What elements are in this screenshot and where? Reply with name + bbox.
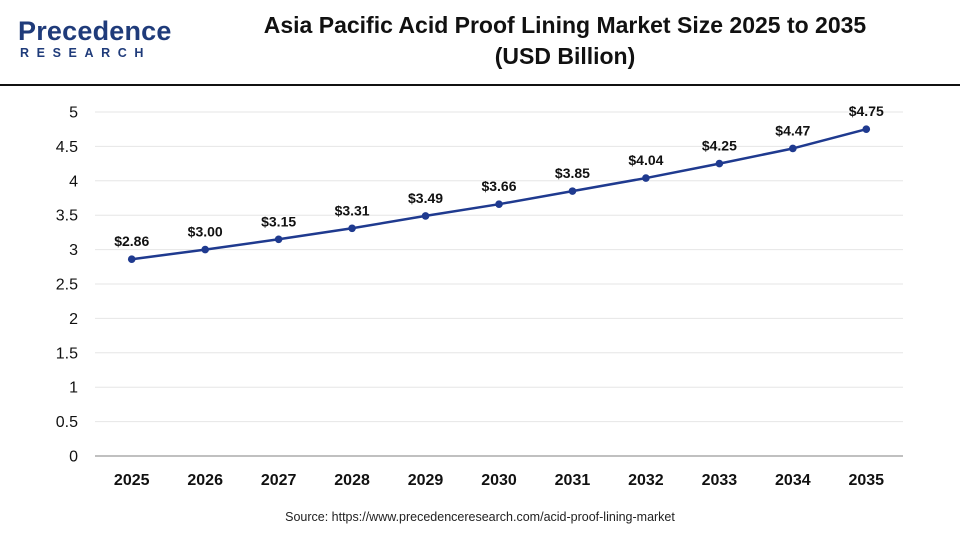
data-label: $3.15 (261, 213, 296, 229)
y-tick-label: 0 (69, 449, 78, 466)
y-tick-label: 3 (69, 242, 78, 259)
data-label: $3.00 (188, 224, 223, 240)
x-tick-label: 2027 (261, 472, 297, 489)
data-point (127, 255, 136, 264)
x-tick-label: 2026 (187, 472, 223, 489)
data-point (201, 245, 209, 254)
logo-subtitle: RESEARCH (20, 46, 151, 60)
y-tick-label: 1 (69, 380, 78, 397)
chart-title-line1: Asia Pacific Acid Proof Lining Market Si… (263, 12, 867, 38)
y-tick-label: 2.5 (56, 277, 78, 294)
data-point (348, 224, 356, 233)
chart-title: Asia Pacific Acid Proof Lining Market Si… (215, 10, 915, 72)
series-line (131, 127, 867, 261)
header-divider (0, 84, 960, 86)
data-point (789, 144, 797, 153)
x-tick-label: 2031 (555, 472, 591, 489)
y-tick-label: 4.5 (56, 139, 78, 156)
source-note: Source: https://www.precedenceresearch.c… (285, 510, 675, 524)
y-tick-label: 4 (69, 173, 78, 190)
data-label: $4.25 (702, 138, 737, 154)
x-tick-label: 2028 (334, 472, 370, 489)
y-tick-label: 1.5 (56, 345, 78, 362)
data-label: $3.31 (335, 202, 370, 218)
y-tick-label: 5 (69, 105, 78, 122)
x-tick-label: 2035 (848, 472, 884, 489)
header: Precedence RESEARCH Asia Pacific Acid Pr… (0, 0, 960, 84)
data-label: $4.75 (849, 103, 884, 119)
x-tick-label: 2032 (628, 472, 664, 489)
data-label: $4.47 (775, 122, 810, 138)
data-point (421, 212, 430, 220)
data-label: $4.04 (628, 152, 663, 168)
data-point (495, 200, 503, 208)
y-tick-label: 3.5 (56, 208, 78, 225)
x-tick-label: 2029 (408, 472, 444, 489)
x-tick-label: 2030 (481, 472, 517, 489)
data-label: $2.86 (114, 233, 149, 249)
data-point (642, 174, 650, 182)
x-tick-label: 2033 (702, 472, 738, 489)
brand-logo: Precedence RESEARCH (18, 16, 171, 64)
data-label: $3.49 (408, 190, 443, 206)
logo-wordmark: Precedence (18, 16, 172, 46)
chart-title-line2: (USD Billion) (494, 43, 636, 69)
y-tick-label: 2 (69, 311, 78, 328)
x-tick-label: 2025 (114, 472, 150, 489)
data-point (274, 235, 283, 244)
data-point (568, 187, 577, 195)
y-tick-label: 0.5 (56, 414, 78, 431)
x-tick-label: 2034 (775, 472, 811, 489)
data-label: $3.66 (481, 178, 516, 194)
line-chart: 0 0.5 1 1.5 2 2.5 3 3.5 4 4.5 5 2025 2026 2027 2028 202… (56, 103, 903, 489)
data-point (862, 125, 871, 133)
data-label: $3.85 (555, 165, 590, 181)
data-point (715, 159, 724, 168)
